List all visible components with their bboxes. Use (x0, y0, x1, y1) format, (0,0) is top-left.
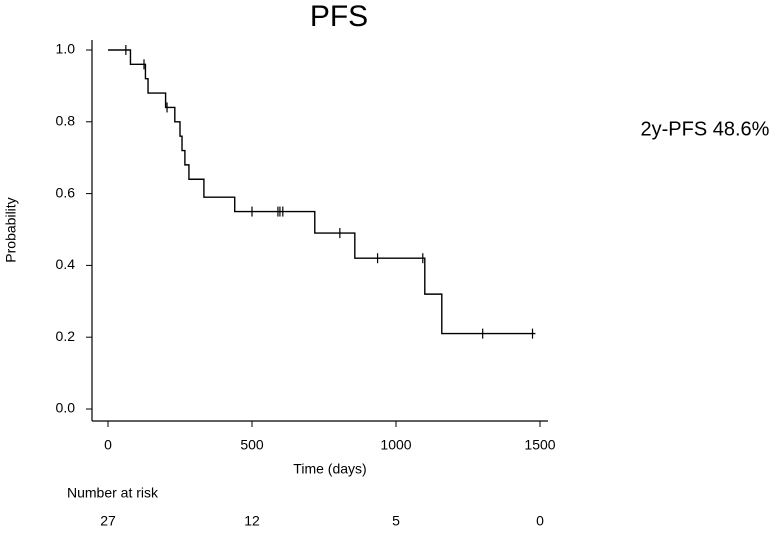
y-axis-label: Probability (3, 197, 19, 262)
risk-count: 12 (244, 513, 260, 529)
risk-table-title: Number at risk (67, 485, 159, 501)
annotation: 2y-PFS 48.6% (641, 118, 770, 140)
y-tick-label: 0.6 (56, 184, 76, 200)
y-tick-label: 0.2 (56, 328, 76, 344)
y-tick-label: 0.4 (56, 256, 76, 272)
survival-curve (108, 49, 536, 335)
chart-title: PFS (310, 0, 368, 33)
risk-count: 27 (100, 513, 116, 529)
x-tick-label: 500 (240, 437, 264, 453)
risk-count: 0 (536, 513, 544, 529)
x-axis-label: Time (days) (293, 461, 366, 477)
x-tick-label: 1500 (524, 437, 555, 453)
risk-count: 5 (392, 513, 400, 529)
x-tick-label: 0 (104, 437, 112, 453)
y-tick-label: 0.8 (56, 113, 76, 129)
x-tick-label: 1000 (380, 437, 411, 453)
y-tick-label: 0.0 (56, 400, 76, 416)
y-tick-label: 1.0 (56, 41, 76, 57)
